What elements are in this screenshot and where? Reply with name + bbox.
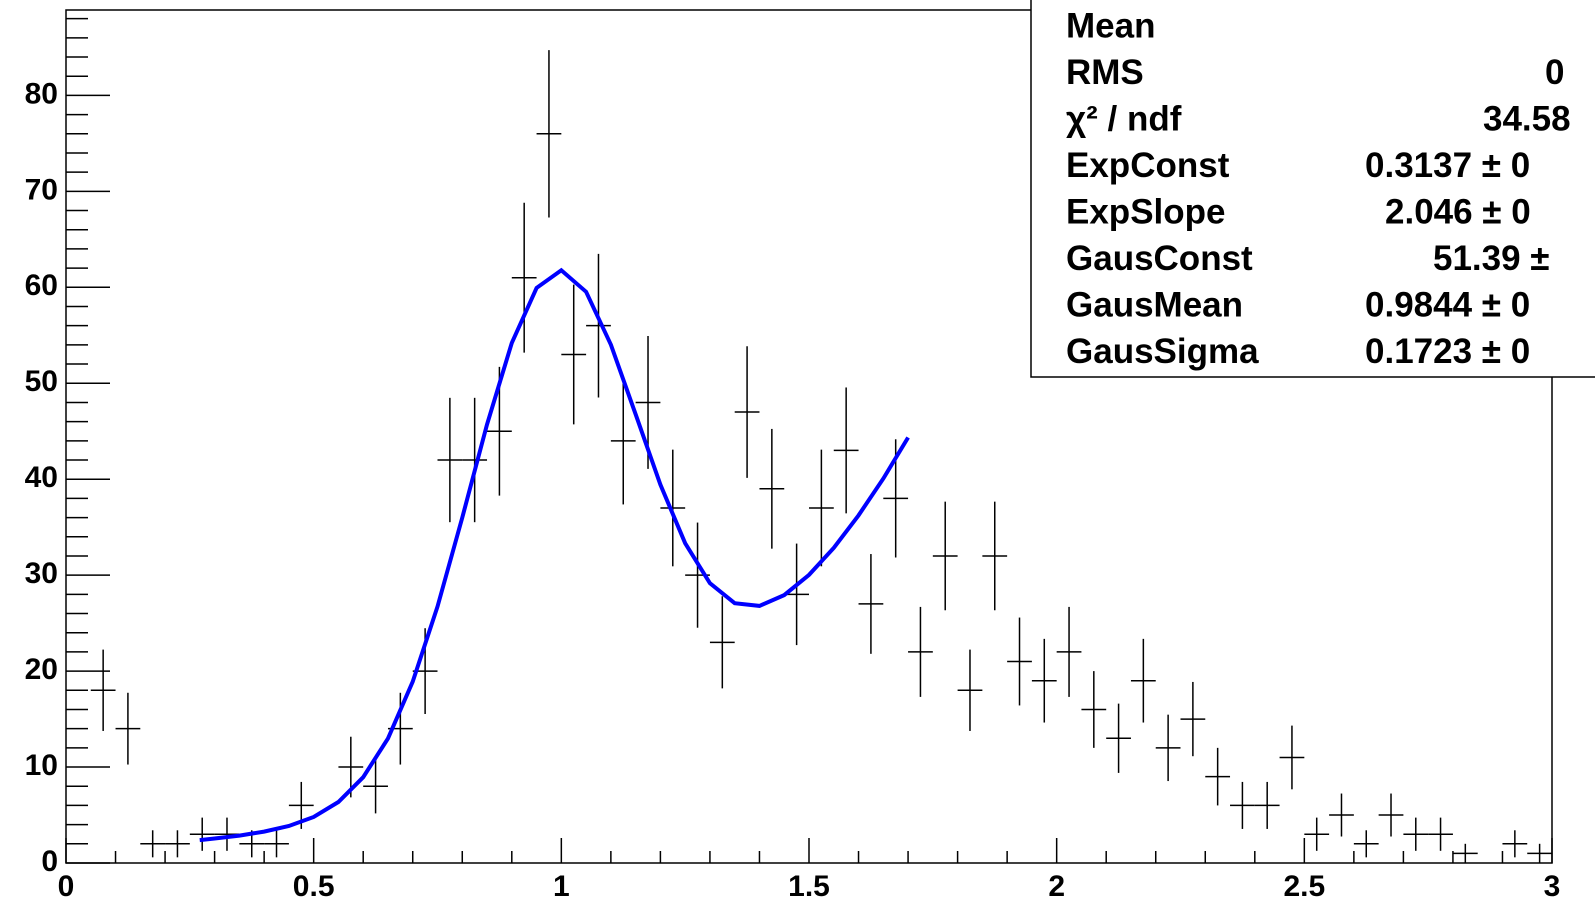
y-tick-label: 60: [25, 269, 58, 302]
stats-value: 2.046 ± 0: [1385, 192, 1531, 231]
stats-value: 0.9844 ± 0: [1365, 285, 1530, 324]
stats-value: 0.3137 ± 0: [1365, 146, 1530, 185]
y-tick-label: 10: [25, 749, 58, 782]
y-tick-label: 70: [25, 173, 58, 206]
stats-value: 34.58: [1483, 99, 1571, 138]
stats-label: GausSigma: [1066, 332, 1259, 371]
stats-label: Mean: [1066, 6, 1155, 45]
stats-label: χ² / ndf: [1066, 99, 1182, 138]
x-tick-label: 0.5: [293, 870, 335, 903]
y-tick-label: 0: [41, 845, 58, 878]
stats-label: GausConst: [1066, 239, 1253, 278]
x-tick-label: 2: [1048, 870, 1065, 903]
x-tick-label: 1: [553, 870, 570, 903]
stats-box: [1030, 0, 1595, 378]
y-tick-label: 40: [25, 461, 58, 494]
x-tick-label: 3: [1544, 870, 1561, 903]
y-tick-label: 30: [25, 557, 58, 590]
y-tick-label: 80: [25, 77, 58, 110]
stats-label: RMS: [1066, 53, 1144, 92]
stats-label: GausMean: [1066, 285, 1243, 324]
stats-label: ExpSlope: [1066, 192, 1225, 231]
stats-value: 0.1723 ± 0: [1365, 332, 1530, 371]
y-tick-label: 50: [25, 365, 58, 398]
fit-curve: [199, 267, 910, 843]
x-tick-label: 2.5: [1283, 870, 1325, 903]
x-tick-label: 1.5: [788, 870, 830, 903]
x-tick-label: 0: [58, 870, 75, 903]
y-tick-label: 20: [25, 653, 58, 686]
stats-value: 0: [1545, 53, 1564, 92]
stats-label: ExpConst: [1066, 146, 1230, 185]
stats-value: 51.39 ±: [1433, 239, 1550, 278]
